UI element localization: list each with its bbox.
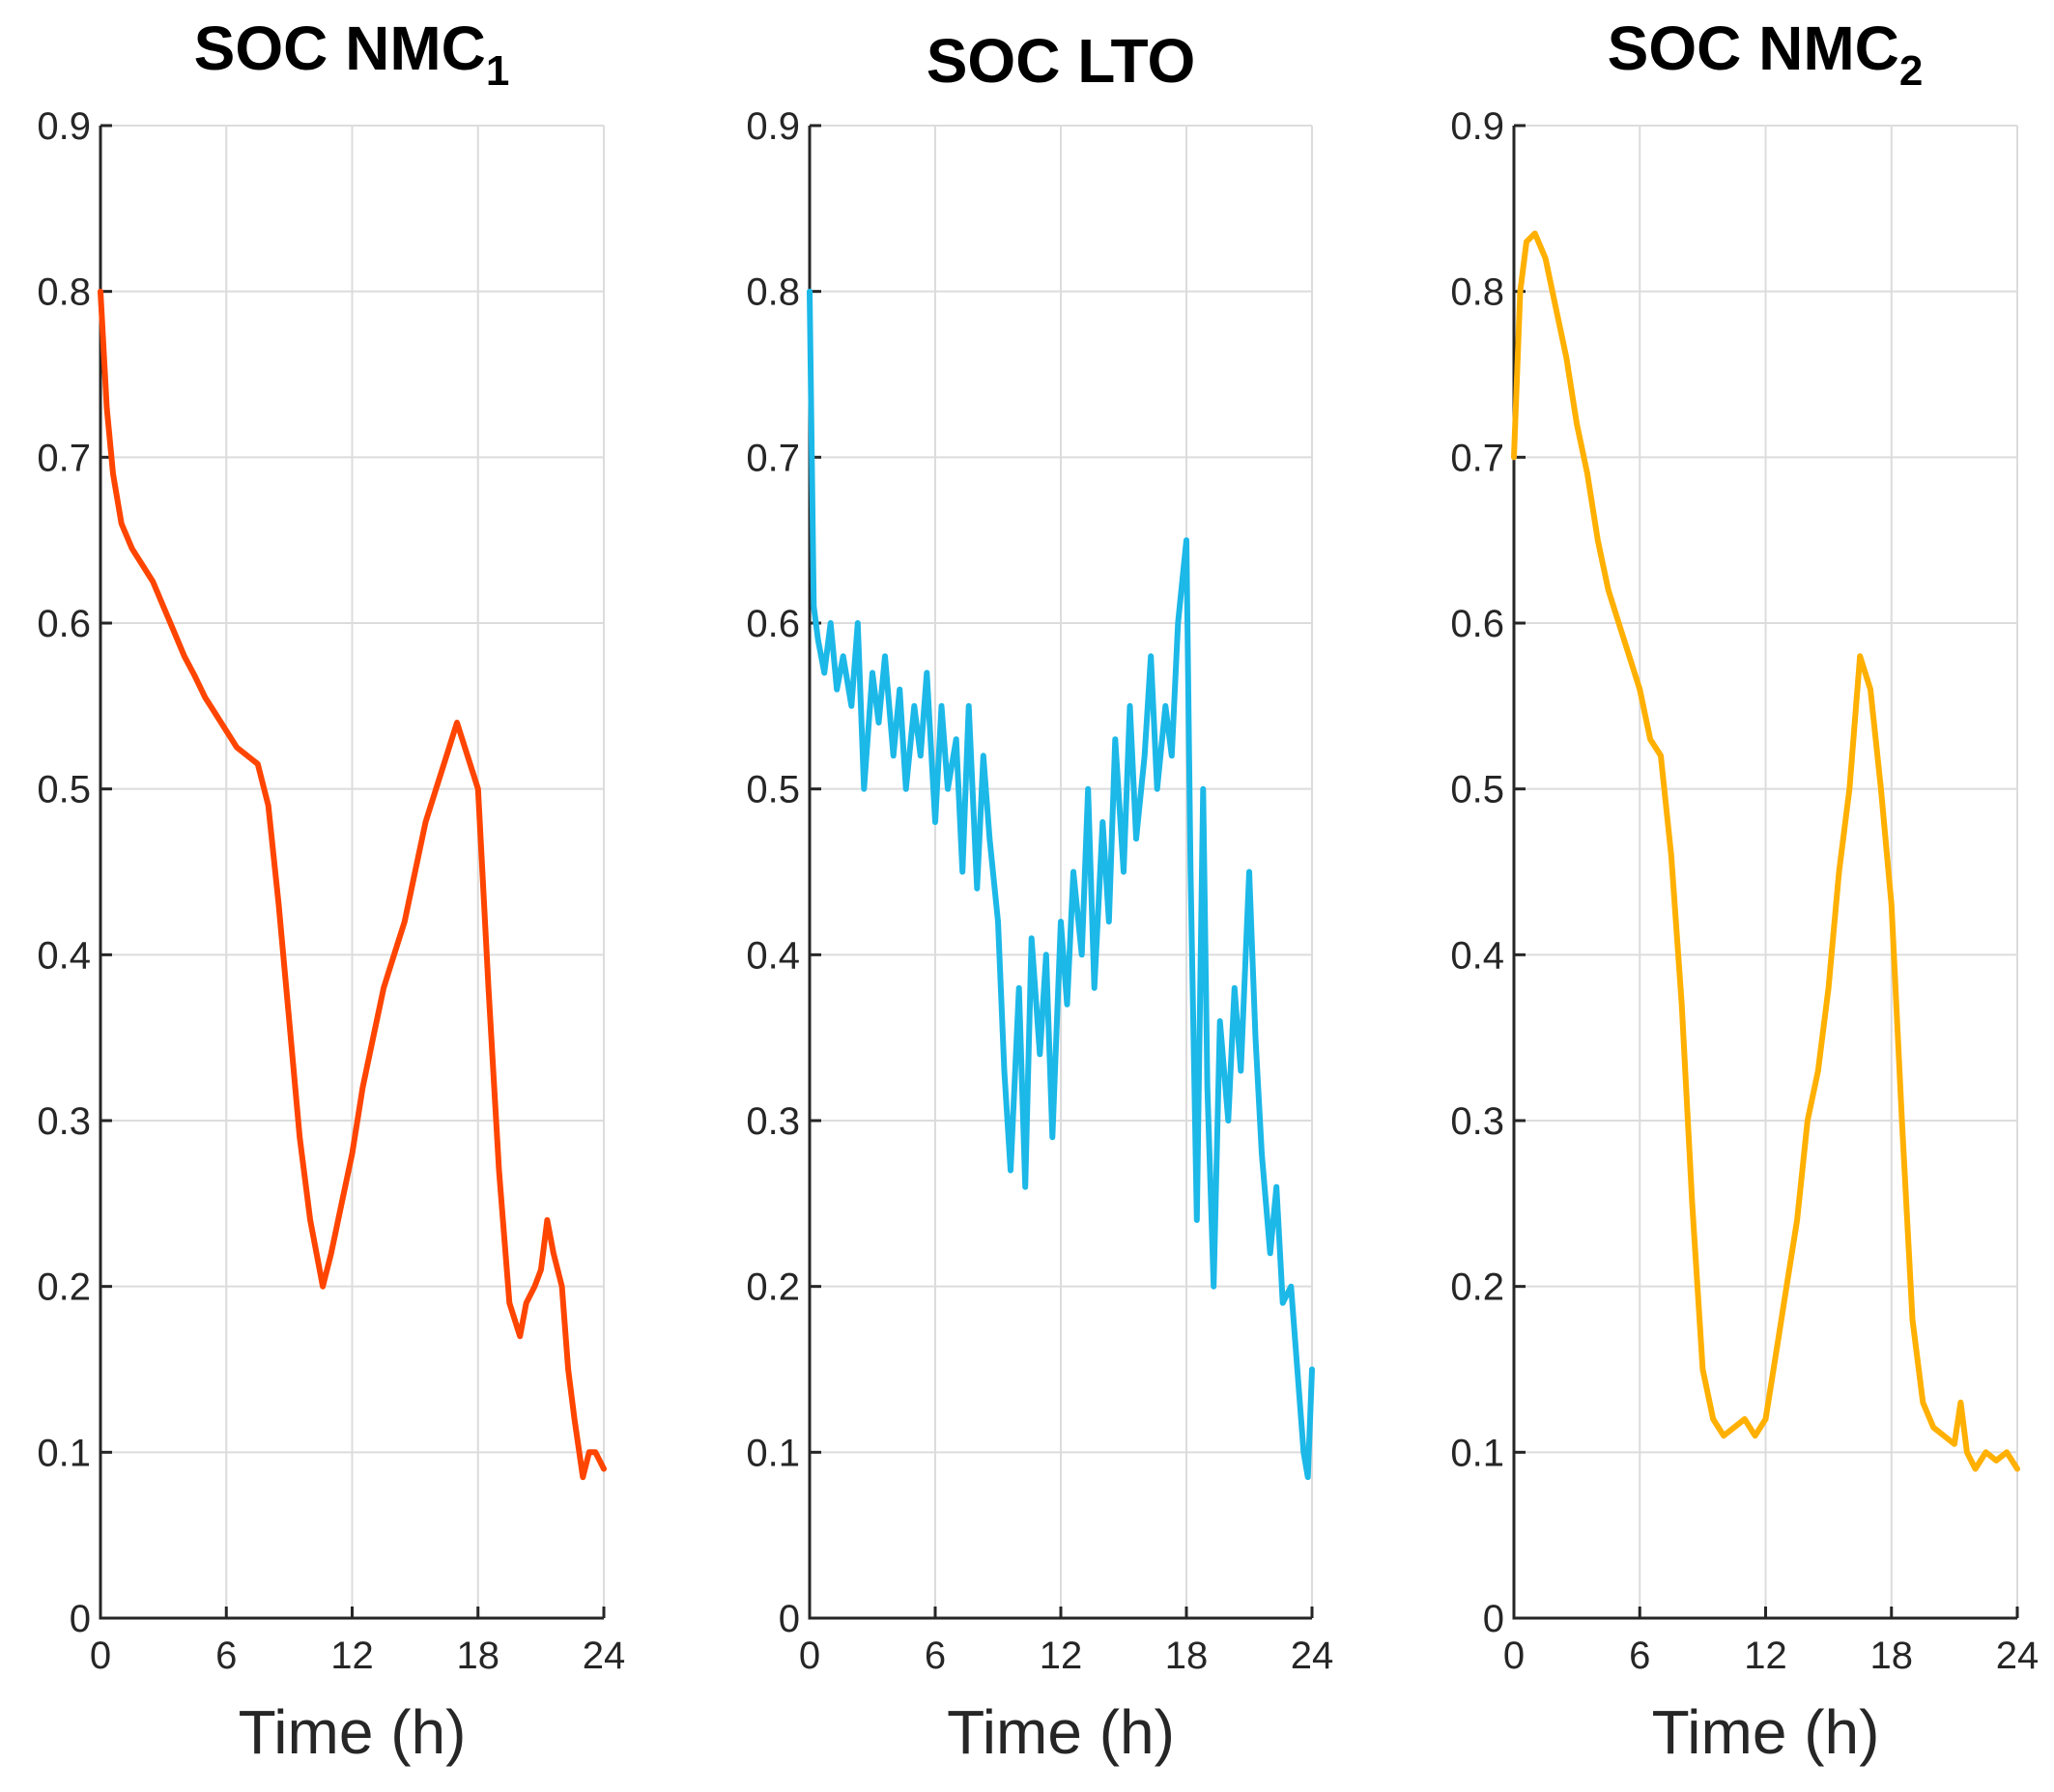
- y-tick-label: 0.1: [1450, 1432, 1504, 1474]
- x-tick-label: 6: [925, 1635, 946, 1677]
- y-tick-label: 0.3: [746, 1100, 800, 1143]
- series-line-3: [1511, 230, 2020, 1472]
- y-tick-label: 0.5: [37, 769, 91, 811]
- y-tick-label: 0.9: [37, 105, 91, 148]
- x-axis-label: Time (h): [1652, 1697, 1880, 1767]
- y-tick-label: 0.3: [1450, 1100, 1504, 1143]
- y-tick-label: 0.3: [37, 1100, 91, 1143]
- x-tick-label: 18: [1870, 1635, 1914, 1677]
- y-tick-label: 0.5: [1450, 769, 1504, 811]
- y-tick-label: 0: [779, 1598, 800, 1640]
- panel-title: SOC NMC1: [194, 14, 510, 95]
- y-tick-label: 0.7: [746, 437, 800, 479]
- y-tick-label: 0.6: [746, 603, 800, 645]
- chart-panel-3: 0 0.1 0.2 0.3 0.4 0.5 0.6 0.7 0.8 0.9 0 6 12 18 24 SOC …: [1450, 14, 2039, 1767]
- panel-title-text: SOC NMC: [194, 14, 486, 83]
- x-tick-label: 0: [1503, 1635, 1525, 1677]
- y-tick-label: 0.4: [746, 934, 800, 977]
- y-tick-label: 0.9: [1450, 105, 1504, 148]
- y-tick-label: 0.4: [1450, 934, 1504, 977]
- x-tick-label: 6: [1629, 1635, 1650, 1677]
- y-tick-label: 0.4: [37, 934, 91, 977]
- x-tick-label: 0: [90, 1635, 111, 1677]
- y-tick-label: 0.6: [37, 603, 91, 645]
- y-tick-label: 0.5: [746, 769, 800, 811]
- y-tick-label: 0.8: [746, 271, 800, 314]
- x-tick-label: 24: [1291, 1635, 1334, 1677]
- y-tick-label: 0.8: [1450, 271, 1504, 314]
- y-tick-label: 0: [1483, 1598, 1504, 1640]
- y-tick-label: 0.1: [37, 1432, 91, 1474]
- x-tick-label: 0: [799, 1635, 820, 1677]
- y-tick-label: 0.2: [746, 1266, 800, 1309]
- x-tick-label: 18: [457, 1635, 500, 1677]
- x-tick-label: 12: [330, 1635, 374, 1677]
- series-line-1: [98, 288, 607, 1481]
- x-tick-label: 6: [215, 1635, 237, 1677]
- panel-title-text: SOC NMC: [1608, 14, 1899, 83]
- chart-panel-2: 0 0.1 0.2 0.3 0.4 0.5 0.6 0.7 0.8 0.9 0 6 12 18 24 SOC …: [746, 26, 1333, 1767]
- x-tick-label: 12: [1744, 1635, 1787, 1677]
- y-tick-label: 0.9: [746, 105, 800, 148]
- chart-panel-1: 0 0.1 0.2 0.3 0.4 0.5 0.6 0.7 0.8 0.9 0 6 12 18 24 SOC …: [37, 14, 625, 1767]
- x-tick-label: 24: [1996, 1635, 2040, 1677]
- series-line-2: [807, 288, 1315, 1481]
- x-axis-label: Time (h): [239, 1697, 467, 1767]
- y-tick-label: 0.8: [37, 271, 91, 314]
- x-tick-label: 24: [583, 1635, 626, 1677]
- panel-title: SOC NMC2: [1608, 14, 1924, 95]
- y-tick-label: 0.6: [1450, 603, 1504, 645]
- x-axis-label: Time (h): [947, 1697, 1175, 1767]
- y-tick-label: 0.2: [1450, 1266, 1504, 1309]
- panel-title: SOC LTO: [927, 26, 1196, 96]
- panel-title-text: SOC LTO: [927, 26, 1196, 96]
- panel-title-subscript: 2: [1899, 47, 1923, 95]
- y-tick-label: 0.2: [37, 1266, 91, 1309]
- axes-frame: [99, 126, 604, 1620]
- axes-frame: [808, 126, 1312, 1620]
- y-tick-label: 0: [70, 1598, 91, 1640]
- x-tick-label: 18: [1165, 1635, 1209, 1677]
- y-tick-label: 0.7: [37, 437, 91, 479]
- y-tick-label: 0.7: [1450, 437, 1504, 479]
- panel-title-subscript: 1: [486, 47, 509, 95]
- x-tick-label: 12: [1040, 1635, 1083, 1677]
- axes-frame: [1512, 126, 2017, 1620]
- y-tick-label: 0.1: [746, 1432, 800, 1474]
